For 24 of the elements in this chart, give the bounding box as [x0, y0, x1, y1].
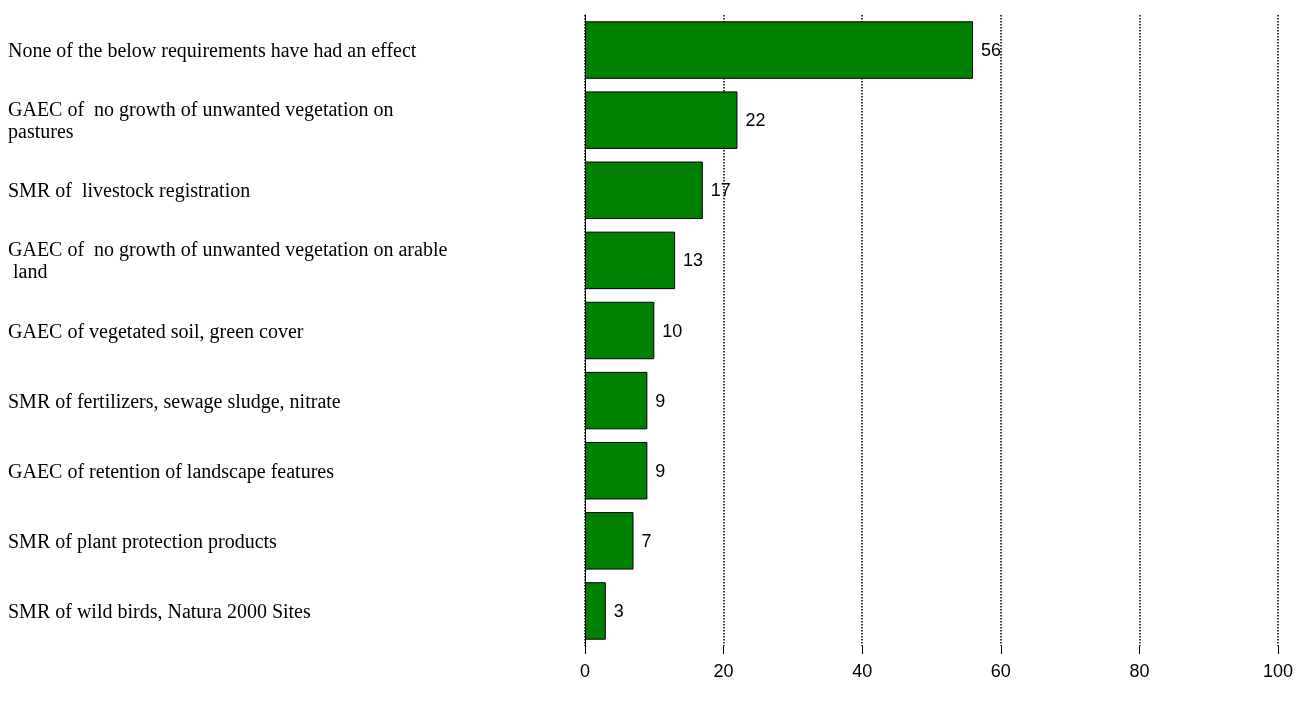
x-tick-label: 80: [1129, 661, 1150, 681]
y-tick-label: SMR of livestock registration: [8, 179, 251, 203]
data-label: 9: [655, 390, 666, 411]
data-label: 7: [641, 530, 652, 551]
y-tick-label: GAEC of retention of landscape features: [8, 459, 335, 483]
data-label: 10: [662, 320, 683, 341]
x-tick-label: 100: [1262, 661, 1294, 681]
x-tick-label: 20: [713, 661, 734, 681]
y-tick-label: SMR of wild birds, Natura 2000 Sites: [8, 599, 311, 622]
x-tick-label: 0: [579, 661, 591, 681]
data-label: 22: [745, 110, 766, 131]
data-label: 17: [710, 180, 731, 201]
y-tick-label: None of the below requirements have had an effect: [8, 39, 417, 63]
data-label: 13: [683, 250, 704, 271]
data-label: 9: [655, 460, 666, 481]
y-tick-label: SMR of plant protection products: [8, 529, 278, 553]
y-tick-label: GAEC of no growth of unwanted vegetation on pastures: [8, 98, 399, 144]
data-label: 3: [613, 600, 624, 621]
y-tick-label: GAEC of no growth of unwanted vegetation on arable land: [8, 238, 448, 283]
x-tick-label: 40: [852, 661, 873, 681]
y-tick-label: SMR of fertilizers, sewage sludge, nitrate: [8, 389, 341, 413]
x-tick-label: 60: [990, 661, 1011, 681]
data-label: 56: [981, 40, 1002, 61]
y-tick-label: GAEC of vegetated soil, green cover: [8, 319, 304, 343]
